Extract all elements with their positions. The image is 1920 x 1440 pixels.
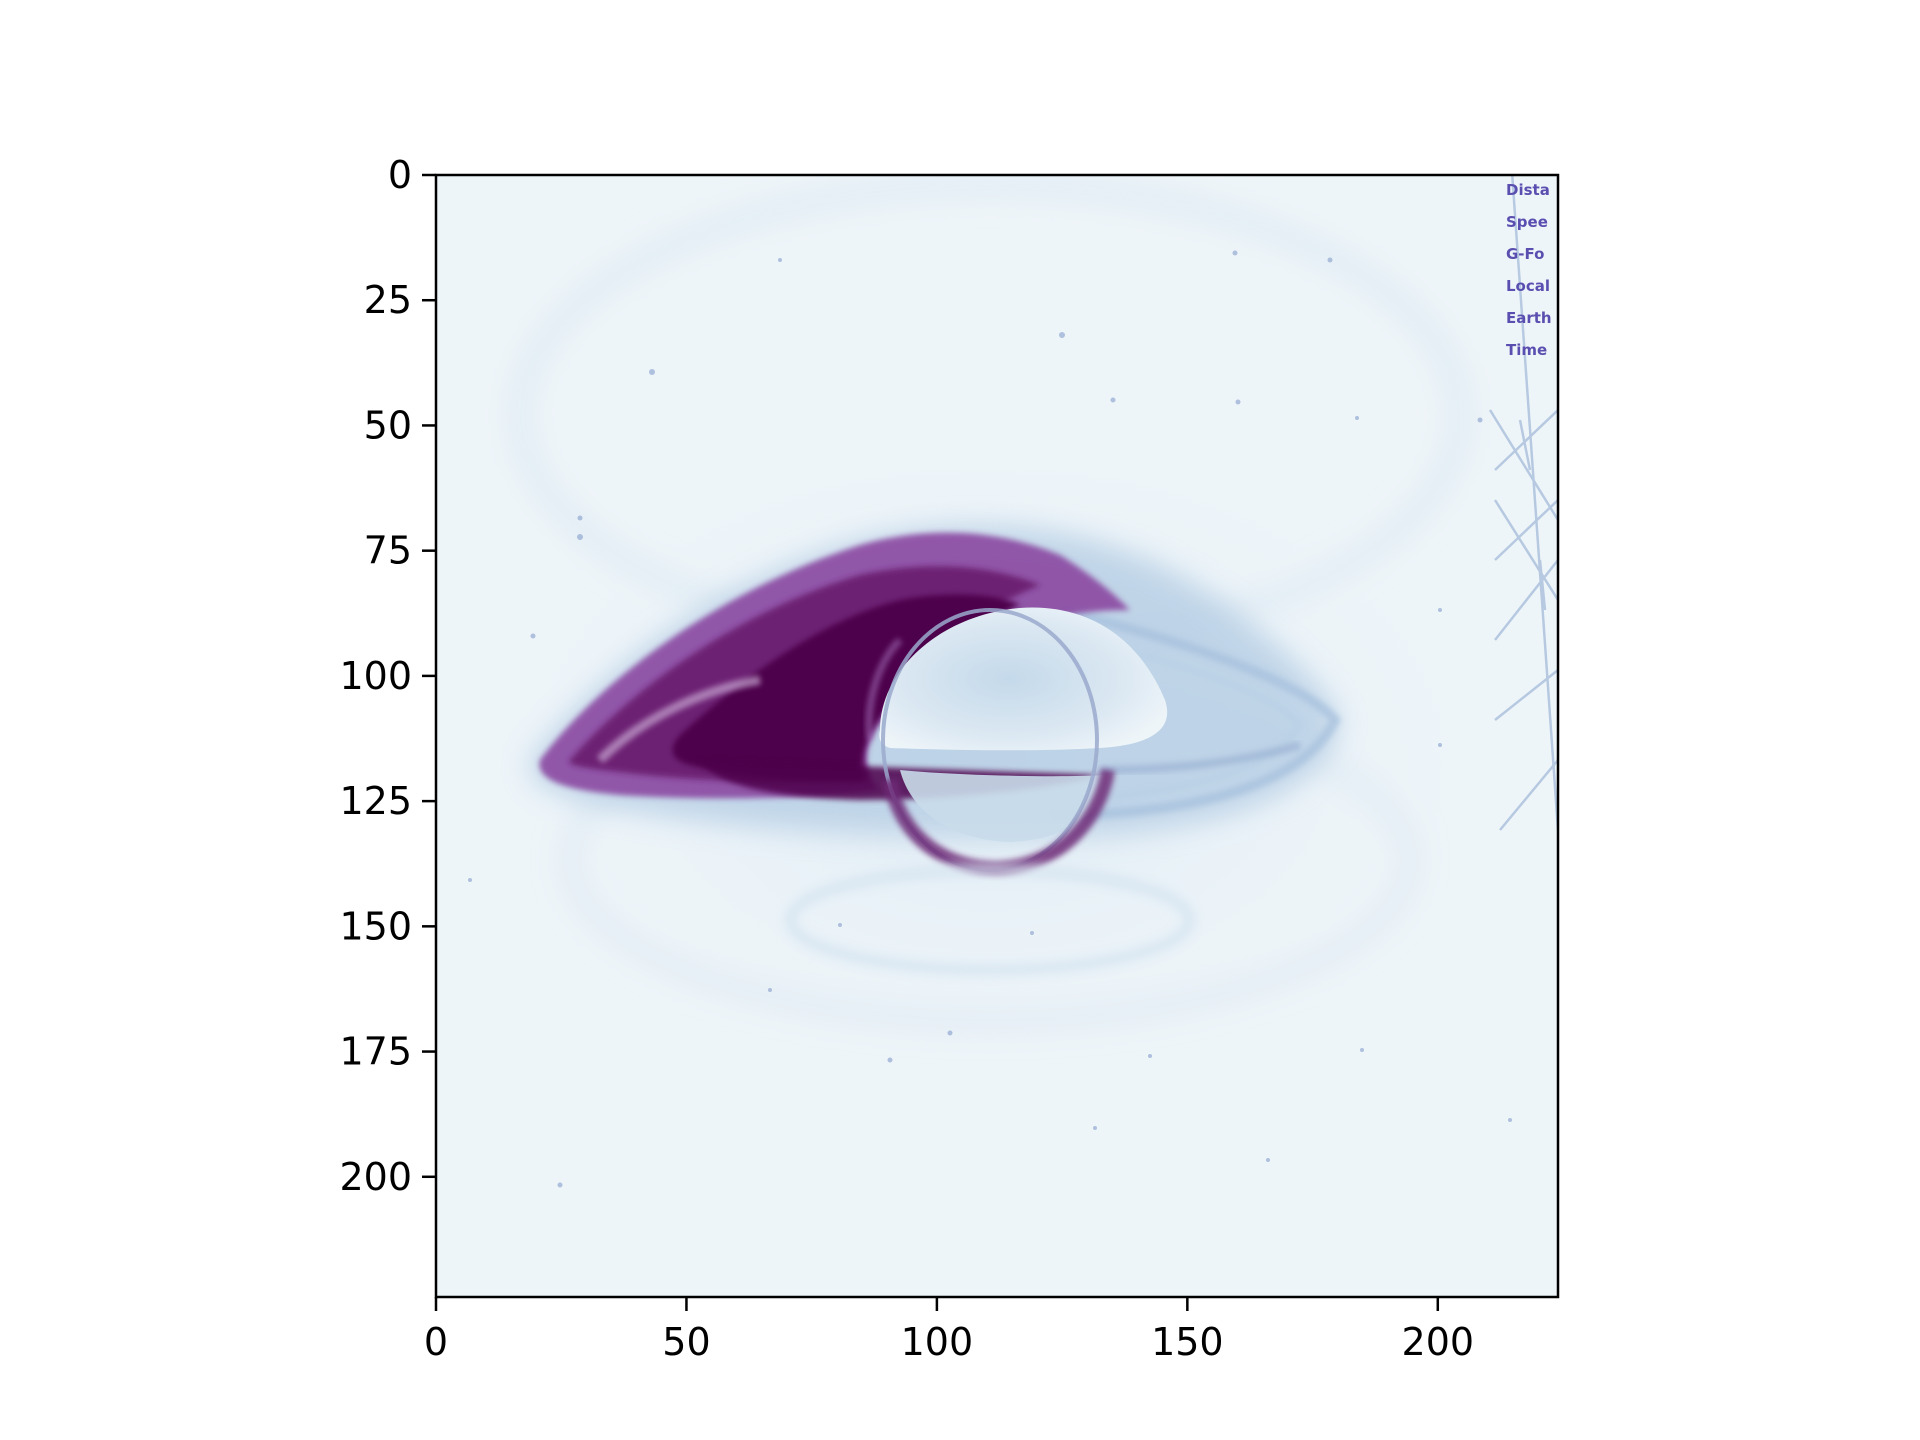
- y-tick-label: 200: [339, 1155, 412, 1199]
- hud-overlay: Dista Spee G-Fo Local Earth Time: [1506, 181, 1552, 359]
- x-tick-label: 200: [1402, 1320, 1475, 1364]
- hud-line-2: G-Fo: [1506, 245, 1544, 263]
- hud-line-1: Spee: [1506, 213, 1548, 231]
- y-tick-label: 175: [339, 1030, 412, 1074]
- black-hole-image: Dista Spee G-Fo Local Earth Time: [436, 175, 1558, 1297]
- x-tick-label: 50: [662, 1320, 710, 1364]
- hud-line-5: Time: [1506, 341, 1547, 359]
- axes-frame: [434, 173, 1560, 1299]
- x-tick-label: 0: [424, 1320, 448, 1364]
- y-tick-label: 150: [339, 904, 412, 948]
- y-tick-label: 25: [364, 278, 412, 322]
- y-tick-label: 100: [339, 654, 412, 698]
- x-axis: 0 50 100 150 200: [424, 1297, 1474, 1364]
- hud-line-0: Dista: [1506, 181, 1550, 199]
- y-tick-label: 0: [388, 153, 412, 197]
- hud-line-4: Earth: [1506, 309, 1552, 327]
- x-tick-label: 100: [901, 1320, 974, 1364]
- y-tick-label: 50: [364, 403, 412, 447]
- y-tick-label: 125: [339, 779, 412, 823]
- x-tick-label: 150: [1151, 1320, 1224, 1364]
- y-tick-label: 75: [364, 529, 412, 573]
- y-axis: 0 25 50 75 100 125 150 175 200: [339, 153, 436, 1199]
- hud-line-3: Local: [1506, 277, 1550, 295]
